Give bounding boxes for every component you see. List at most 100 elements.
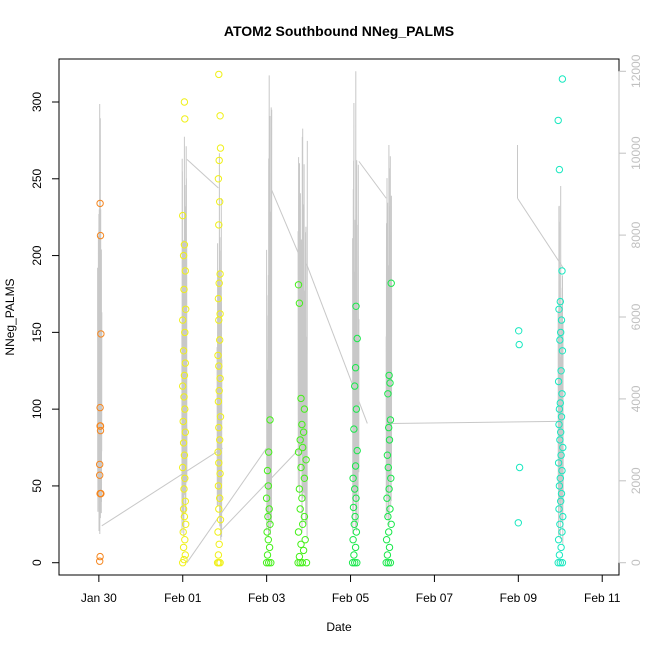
data-point-s5-11	[558, 528, 566, 536]
data-point-s2-20	[179, 382, 187, 390]
data-point-s4-3	[353, 559, 361, 567]
data-point-s1-13	[96, 231, 105, 240]
data-point-s2-5	[181, 536, 189, 544]
data-point-s1-6	[96, 471, 104, 479]
data-point-s2-15	[179, 439, 188, 447]
data-point-s5-6	[556, 559, 564, 567]
data-point-s3-11	[262, 494, 271, 502]
data-point-s1-10	[96, 422, 105, 430]
data-point-s4-33	[385, 485, 393, 493]
y2-tick-label: 12000	[629, 54, 643, 88]
data-point-s4-30	[384, 512, 392, 521]
data-point-s5-28	[556, 399, 564, 407]
y-axis-right: 0 2000 4000 6000 8000 10000 12000	[618, 54, 643, 566]
data-point-s2-48	[215, 423, 223, 432]
data-point-s4-43	[387, 279, 395, 287]
data-point-s2-33	[180, 98, 189, 106]
x-axis: Jan 30 Feb 01 Feb 03 Feb 05 Feb 07 Feb 09 Feb …	[81, 574, 621, 605]
y-tick-label: 150	[30, 322, 44, 342]
data-point-s2-10	[181, 497, 190, 505]
data-point-s5-37	[556, 297, 564, 306]
data-point-s4-16	[350, 425, 358, 433]
data-point-s3-36	[299, 428, 308, 436]
x-axis-label: Date	[326, 620, 352, 634]
data-point-s3-27	[296, 505, 304, 513]
data-point-s2-62	[216, 198, 224, 206]
data-point-s2-63	[214, 175, 223, 183]
data-point-s4-42	[385, 371, 393, 380]
y-axis-label: NNeg_PALMS	[3, 278, 17, 355]
data-point-s3-9	[264, 512, 272, 521]
data-point-s2-49	[216, 413, 225, 421]
data-point-s2-44	[216, 469, 224, 478]
data-point-s5-25	[555, 420, 563, 429]
data-point-s5-34	[557, 328, 565, 337]
data-point-s2-4	[179, 543, 188, 552]
data-point-s5-31	[557, 367, 565, 375]
secondary-connector-3	[186, 447, 268, 563]
data-point-s2-60	[216, 270, 224, 278]
data-point-s5-23	[556, 436, 564, 444]
x-tick-label: Feb 09	[500, 591, 538, 605]
x-tick-label: Feb 07	[416, 591, 454, 605]
data-point-s3-5	[265, 543, 274, 552]
data-point-s4-24	[386, 559, 395, 567]
data-point-s1-5	[97, 489, 105, 498]
data-point-s4-10	[349, 503, 358, 512]
data-point-s4-23	[384, 559, 392, 567]
data-point-s3-13	[263, 466, 272, 475]
data-point-s5-32	[558, 347, 567, 355]
x-tick-label: Feb 11	[584, 591, 621, 605]
data-point-s3-31	[297, 463, 305, 472]
y-tick-label: 250	[30, 168, 44, 188]
data-point-s4-17	[352, 405, 361, 413]
data-point-s3-23	[301, 536, 309, 544]
data-point-s3-6	[264, 536, 272, 544]
data-point-s2-29	[179, 251, 188, 260]
data-point-s3-18	[298, 559, 306, 567]
data-point-s4-19	[351, 364, 360, 372]
data-point-s2-58	[214, 294, 223, 303]
data-point-s2-65	[216, 144, 225, 152]
data-point-s4-2	[351, 559, 359, 567]
secondary-spike-burst-1	[97, 103, 103, 535]
data-point-s4-31	[386, 505, 394, 513]
secondary-spike-burst-5	[297, 128, 308, 539]
data-point-s4-20	[353, 334, 361, 343]
data-point-s5-18	[556, 474, 564, 482]
data-point-s3-10	[265, 505, 273, 513]
data-point-s4-34	[387, 474, 395, 482]
y2-tick-label: 10000	[629, 136, 643, 170]
data-point-s5-3	[515, 340, 523, 349]
secondary-spike-burst-8	[557, 185, 564, 544]
data-point-s5-8	[555, 551, 564, 559]
data-point-s4-7	[352, 528, 361, 536]
data-point-s1-1	[96, 557, 104, 565]
data-point-s2-22	[181, 359, 190, 367]
data-point-s2-50	[214, 397, 223, 406]
scatter-points	[96, 70, 567, 567]
data-point-s5-9	[557, 543, 565, 552]
data-point-s2-66	[216, 112, 224, 120]
secondary-spike-burst-7	[385, 144, 393, 526]
data-point-s2-64	[215, 156, 223, 165]
y-axis-left: 0 50 100 150 200 250 300	[30, 92, 60, 566]
data-point-s2-59	[215, 279, 223, 287]
data-point-s2-25	[179, 316, 187, 324]
data-point-s2-53	[215, 362, 223, 370]
data-point-s4-14	[351, 462, 360, 470]
x-tick-label: Jan 30	[81, 591, 117, 605]
data-point-s5-20	[554, 459, 563, 467]
data-point-s3-29	[295, 485, 304, 493]
data-point-s3-38	[300, 405, 309, 413]
data-point-s5-13	[559, 512, 567, 521]
y2-tick-label: 4000	[629, 385, 643, 412]
data-point-s2-54	[214, 351, 222, 360]
plot-frame	[58, 58, 620, 576]
data-point-s3-24	[294, 528, 303, 536]
data-point-s2-26	[182, 305, 190, 313]
data-point-s2-11	[180, 485, 188, 493]
secondary-connector-2	[186, 158, 219, 189]
data-point-s2-18	[181, 405, 189, 413]
data-point-s2-23	[179, 347, 188, 355]
